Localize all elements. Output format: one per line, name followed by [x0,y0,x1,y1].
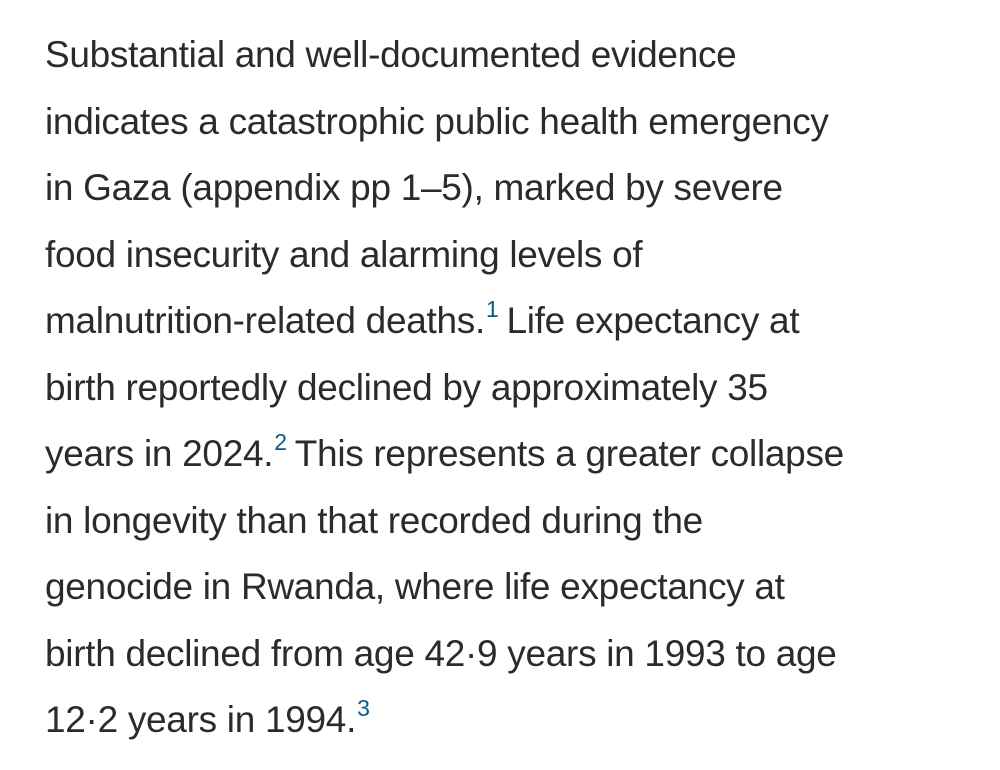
paragraph-line: malnutrition-related deaths.1 Life expect… [45,288,965,355]
article-paragraph: Substantial and well-documented evidence… [45,22,965,754]
paragraph-line: genocide in Rwanda, where life expectanc… [45,554,965,621]
paragraph-line: birth reportedly declined by approximate… [45,355,965,422]
paragraph-text: Life expectancy at [506,300,800,341]
paragraph-line: Substantial and well-documented evidence [45,22,965,89]
paragraph-text: 12·2 years in 1994. [45,699,357,740]
paragraph-text: in longevity than that recorded during t… [45,499,703,541]
paragraph-line: in longevity than that recorded during t… [45,488,965,555]
paragraph-text: food insecurity and alarming levels of [45,233,643,275]
paragraph-text: birth reportedly declined by approximate… [45,366,768,408]
paragraph-text: birth declined from age 42·9 years in 19… [45,632,837,674]
paragraph-line: years in 2024.2 This represents a greater… [45,421,965,488]
paragraph-line: 12·2 years in 1994.3 [45,687,965,754]
reference-link-2[interactable]: 2 [274,429,287,455]
paragraph-line: in Gaza (appendix pp 1–5), marked by sev… [45,155,965,222]
paragraph-text: Substantial and well-documented evidence [45,34,737,75]
reference-link-1[interactable]: 1 [485,296,499,322]
paragraph-text: indicates a catastrophic public health e… [45,100,829,142]
paragraph-text: This represents a greater collapse [294,433,845,474]
paragraph-text: years in 2024. [45,433,274,474]
paragraph-text: genocide in Rwanda, where life expectanc… [45,566,785,607]
paragraph-line: food insecurity and alarming levels of [45,222,965,289]
paragraph-line: indicates a catastrophic public health e… [45,89,965,156]
paragraph-line: birth declined from age 42·9 years in 19… [45,621,965,688]
reference-link-3[interactable]: 3 [357,695,370,721]
paragraph-text: malnutrition-related deaths. [45,300,485,341]
paragraph-text: in Gaza (appendix pp 1–5), marked by sev… [45,167,783,208]
